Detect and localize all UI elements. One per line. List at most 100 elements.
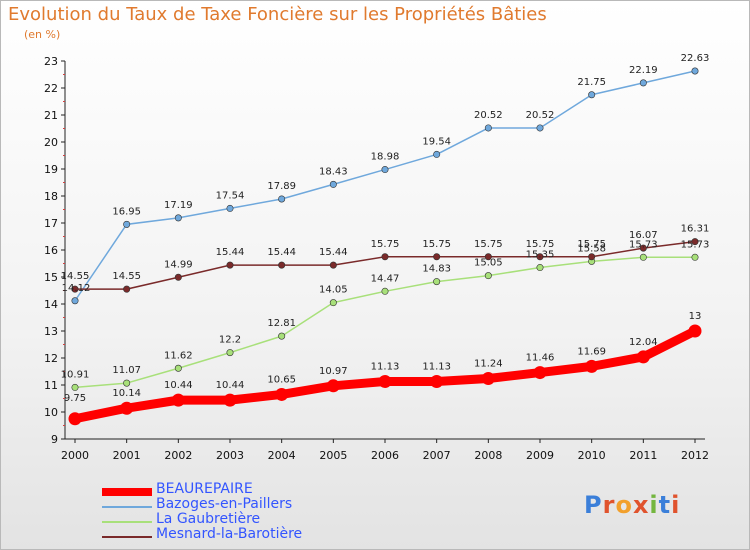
y-tick-label: 12 — [44, 352, 58, 365]
data-point — [430, 374, 444, 388]
y-tick-label: 20 — [44, 136, 58, 149]
y-tick-label: 17 — [44, 217, 58, 230]
data-point — [278, 332, 286, 340]
data-point — [326, 379, 340, 393]
data-point — [120, 401, 134, 415]
legend-label: BEAUREPAIRE — [156, 481, 253, 497]
data-point — [691, 67, 699, 75]
data-point — [68, 412, 82, 426]
data-point — [484, 124, 492, 132]
y-tick-label: 16 — [44, 244, 58, 257]
data-point — [484, 253, 492, 261]
logo-letter: i — [649, 491, 659, 519]
data-point — [381, 253, 389, 261]
data-point — [123, 220, 131, 228]
data-label: 15.58 — [577, 243, 606, 254]
y-tick-label: 19 — [44, 163, 58, 176]
data-point — [636, 350, 650, 364]
y-tick-label: 9 — [51, 433, 58, 446]
data-label: 16.95 — [112, 206, 141, 217]
x-tick-label: 2012 — [681, 449, 709, 462]
data-point — [171, 393, 185, 407]
data-point — [226, 349, 234, 357]
data-point — [329, 299, 337, 307]
y-tick-label: 23 — [44, 55, 58, 68]
data-point — [381, 166, 389, 174]
data-label: 10.91 — [61, 369, 90, 380]
legend-label: Mesnard-la-Barotière — [156, 526, 303, 542]
data-label: 10.44 — [164, 380, 193, 391]
data-point — [226, 261, 234, 269]
data-label: 11.07 — [112, 365, 141, 376]
data-label: 18.43 — [319, 166, 348, 177]
data-point — [71, 383, 79, 391]
x-tick-label: 2003 — [216, 449, 244, 462]
chart-subtitle: (en %) — [24, 28, 61, 41]
proxiti-logo[interactable]: Proxiti — [584, 491, 680, 519]
data-point — [691, 253, 699, 261]
x-tick-label: 2000 — [61, 449, 89, 462]
data-label: 11.69 — [577, 346, 606, 357]
logo-letter: P — [584, 491, 603, 519]
data-point — [71, 297, 79, 305]
y-tick-label: 22 — [44, 82, 58, 95]
data-label: 16.31 — [681, 224, 710, 235]
data-label: 20.52 — [474, 110, 503, 121]
data-label: 15.73 — [681, 239, 710, 250]
data-point — [433, 150, 441, 158]
data-label: 10.97 — [319, 366, 348, 377]
y-tick-label: 21 — [44, 109, 58, 122]
data-point — [588, 253, 596, 261]
data-label: 22.19 — [629, 65, 658, 76]
data-point — [329, 261, 337, 269]
data-label: 15.44 — [216, 247, 245, 258]
data-label: 15.75 — [577, 239, 606, 250]
data-point — [533, 366, 547, 380]
data-label: 10.44 — [216, 380, 245, 391]
y-tick-label: 15 — [44, 271, 58, 284]
data-label: 19.54 — [422, 136, 451, 147]
data-point — [278, 261, 286, 269]
data-point — [536, 264, 544, 272]
data-label: 11.46 — [526, 353, 555, 364]
data-point — [275, 387, 289, 401]
data-label: 10.14 — [112, 388, 141, 399]
legend-swatch — [102, 488, 152, 496]
data-label: 20.52 — [526, 110, 555, 121]
data-label: 17.54 — [216, 190, 245, 201]
logo-letter: r — [602, 491, 616, 519]
data-label: 17.89 — [267, 181, 296, 192]
data-point — [639, 244, 647, 252]
data-label: 15.75 — [371, 239, 400, 250]
data-point — [481, 372, 495, 386]
data-point — [536, 124, 544, 132]
data-label: 9.75 — [64, 393, 86, 404]
legend-label: La Gaubretière — [156, 511, 261, 527]
data-label: 14.05 — [319, 285, 348, 296]
data-label: 15.05 — [474, 258, 503, 269]
logo-letter: x — [632, 491, 650, 519]
data-point — [278, 195, 286, 203]
y-tick-label: 14 — [44, 298, 58, 311]
data-point — [691, 238, 699, 246]
data-label: 11.24 — [474, 359, 503, 370]
data-point — [433, 253, 441, 261]
data-label: 17.19 — [164, 200, 193, 211]
data-label: 21.75 — [577, 77, 606, 88]
x-tick-label: 2002 — [164, 449, 192, 462]
data-label: 14.12 — [62, 283, 91, 294]
data-label: 15.75 — [422, 239, 451, 250]
logo-letter: i — [671, 491, 681, 519]
x-tick-label: 2005 — [319, 449, 347, 462]
y-tick-label: 13 — [44, 325, 58, 338]
data-label: 12.2 — [219, 335, 241, 346]
data-label: 14.55 — [61, 271, 90, 282]
logo-letter: o — [615, 491, 633, 519]
logo-letter: t — [658, 491, 672, 519]
data-label: 12.81 — [267, 318, 296, 329]
data-label: 15.44 — [267, 247, 296, 258]
y-tick-label: 10 — [44, 406, 58, 419]
data-label: 18.98 — [371, 152, 400, 163]
data-label: 14.55 — [112, 271, 141, 282]
